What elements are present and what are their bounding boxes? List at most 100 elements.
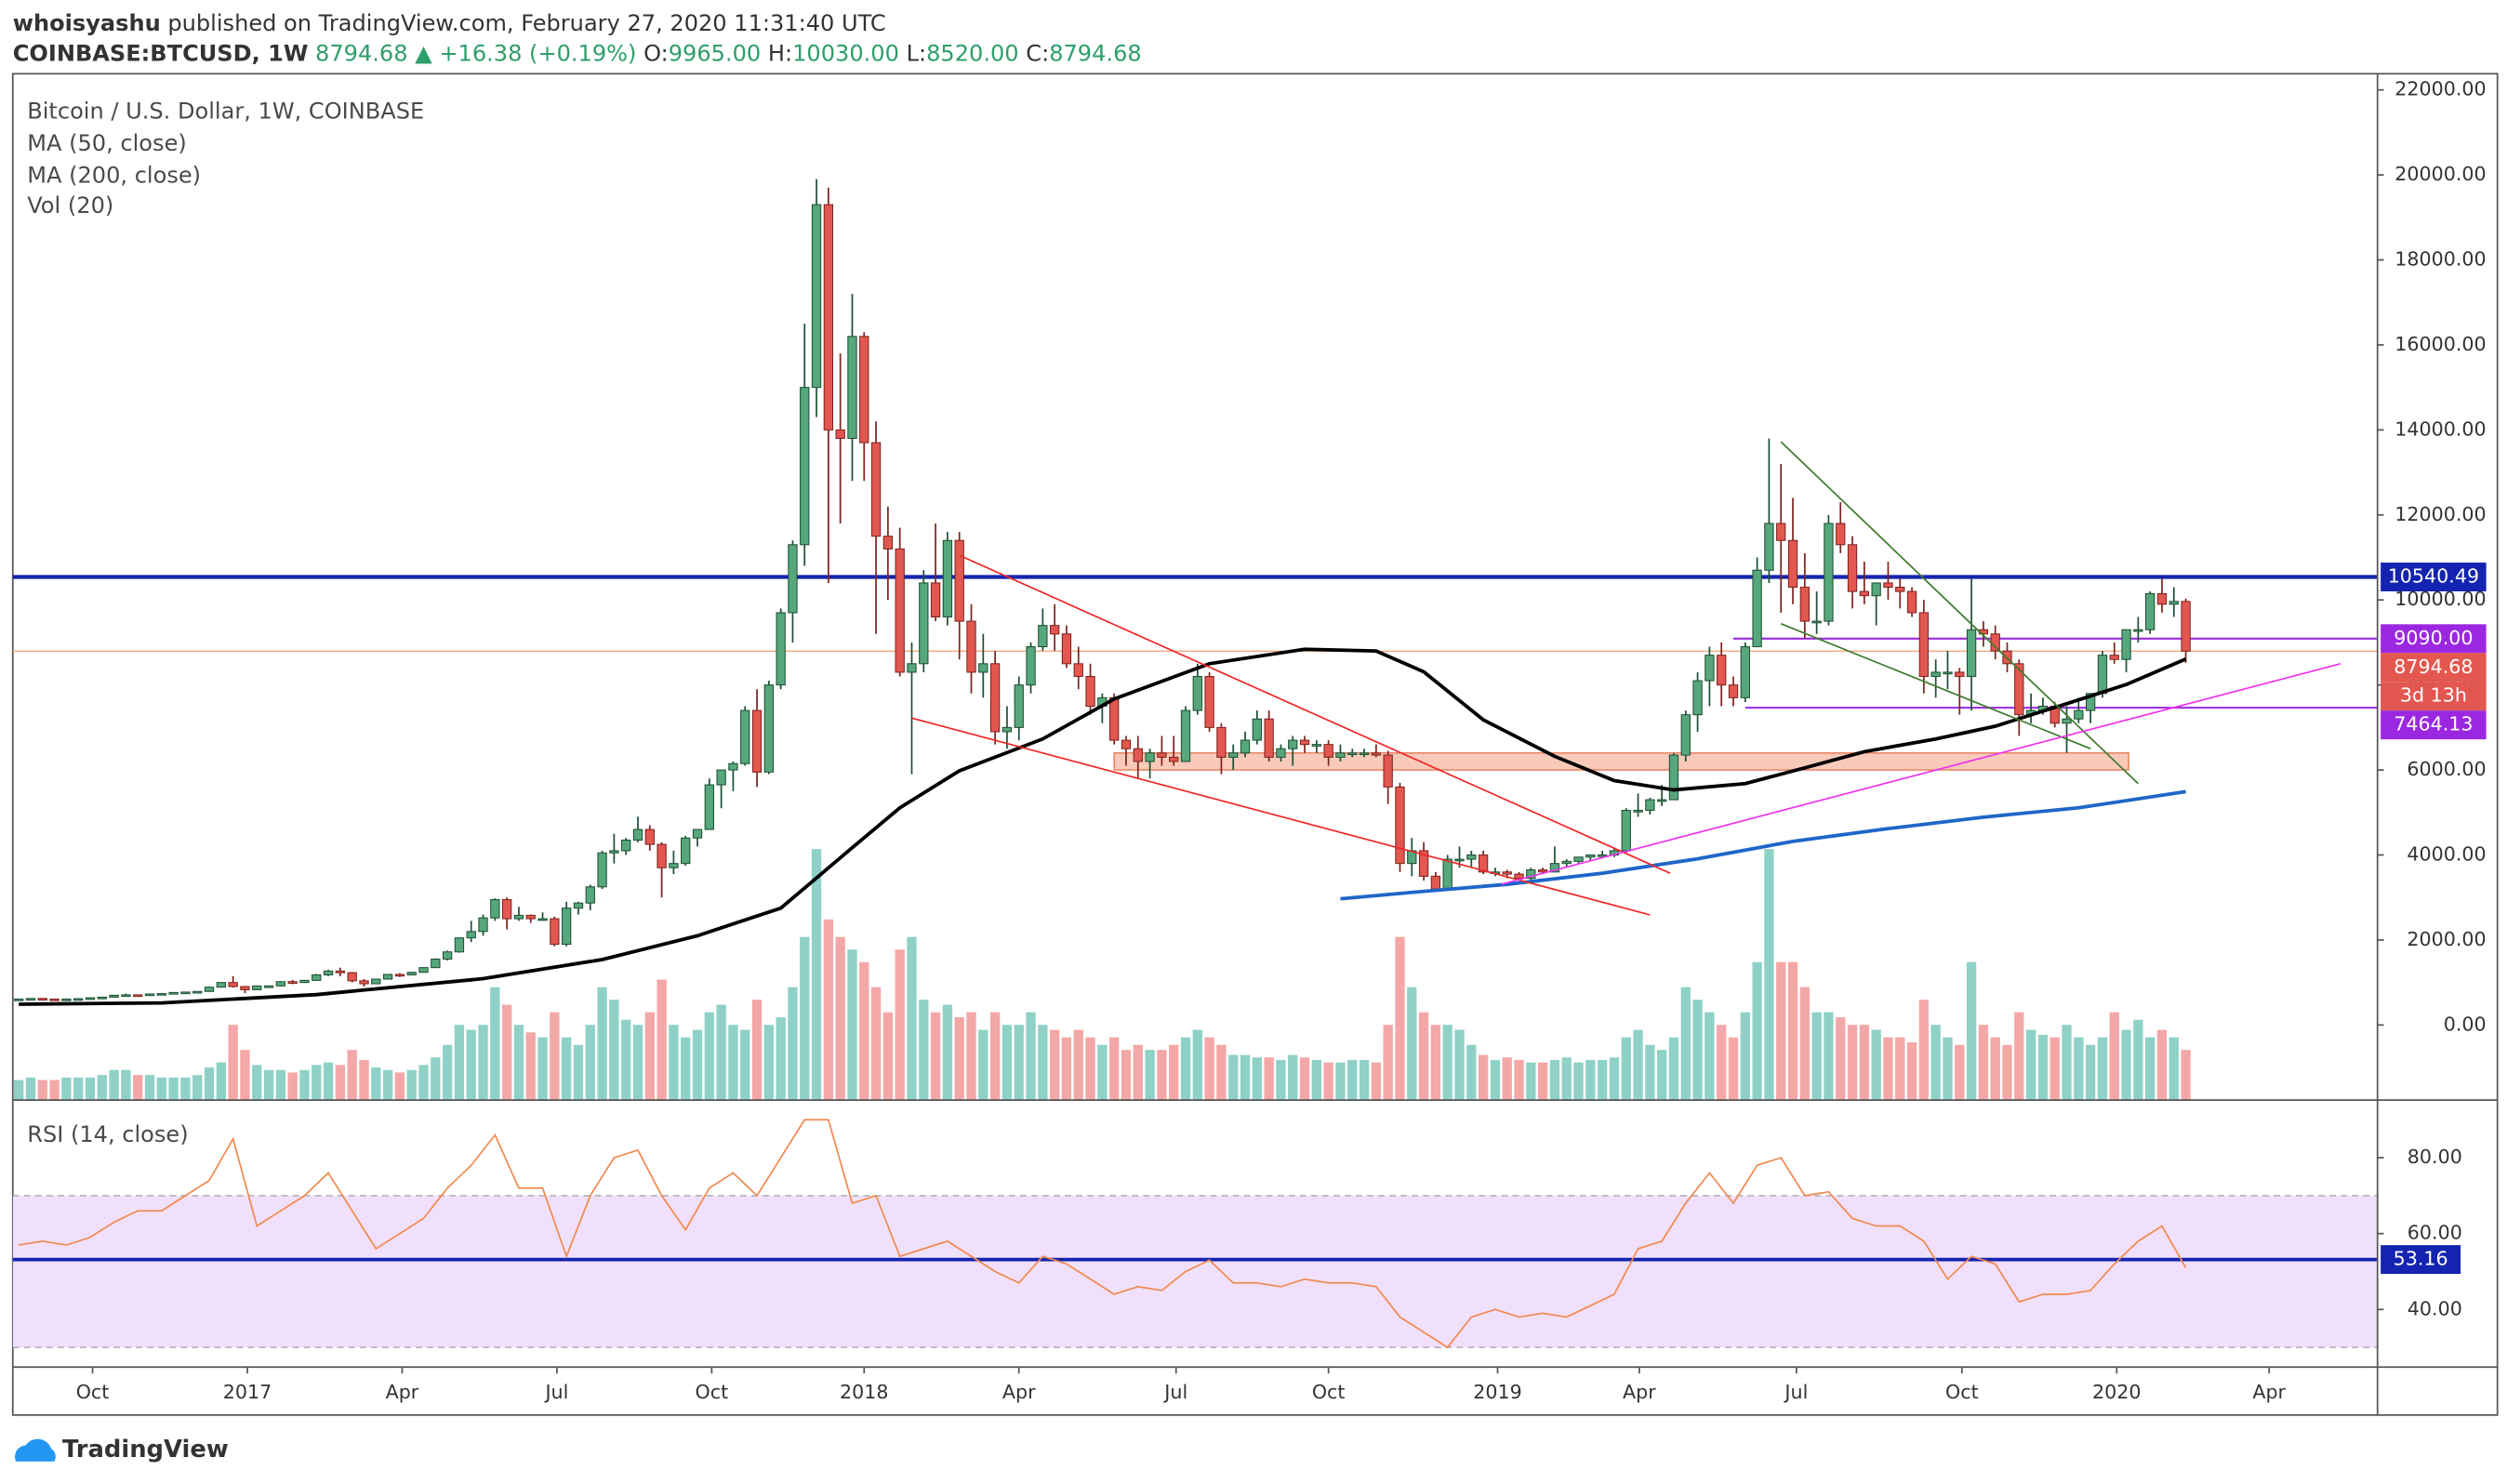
volume-bar bbox=[1799, 987, 1810, 1101]
candle-body bbox=[490, 898, 500, 919]
candle-body bbox=[1145, 752, 1155, 762]
candle-body bbox=[1180, 709, 1191, 762]
candle-body bbox=[1549, 863, 1560, 873]
candle-body bbox=[1288, 739, 1298, 749]
volume-bar bbox=[2156, 1029, 2168, 1101]
candle-body bbox=[1895, 587, 1905, 592]
legend-entry: MA (200, close) bbox=[27, 162, 201, 188]
candle-body bbox=[501, 898, 512, 920]
volume-bar bbox=[776, 1017, 786, 1101]
volume-bar bbox=[1252, 1057, 1262, 1101]
candle-body bbox=[1764, 523, 1774, 571]
candle-body bbox=[1776, 523, 1786, 541]
volume-bar bbox=[811, 849, 822, 1101]
candle-body bbox=[989, 663, 1001, 733]
y-tick-label: 12000.00 bbox=[2394, 503, 2486, 525]
candle-body bbox=[299, 979, 310, 984]
volume-bar bbox=[728, 1025, 738, 1101]
candle-body bbox=[2074, 709, 2084, 720]
volume-bar bbox=[2074, 1037, 2084, 1101]
candle-body bbox=[1061, 633, 1072, 665]
volume-bar bbox=[2037, 1034, 2049, 1101]
candle-body bbox=[1657, 799, 1667, 802]
candle-body bbox=[704, 784, 714, 830]
volume-bar bbox=[882, 1012, 894, 1101]
y-tick-label: 20000.00 bbox=[2394, 163, 2486, 185]
volume-bar bbox=[1121, 1050, 1132, 1101]
candle-body bbox=[335, 970, 346, 974]
volume-bar bbox=[85, 1077, 96, 1101]
volume-bar bbox=[800, 936, 810, 1101]
candle-body bbox=[1085, 675, 1095, 708]
candle-body bbox=[1430, 875, 1441, 890]
volume-bar bbox=[550, 1012, 560, 1101]
candle-body bbox=[1787, 539, 1798, 589]
candle-body bbox=[1680, 714, 1691, 756]
volume-bar bbox=[1824, 1012, 1834, 1101]
candle-body bbox=[240, 986, 250, 990]
volume-bar bbox=[2133, 1019, 2143, 1101]
volume-bar bbox=[1764, 849, 1774, 1101]
candle-body bbox=[394, 974, 405, 977]
volume-bar bbox=[323, 1062, 334, 1101]
candle-body bbox=[942, 539, 953, 618]
candle-body bbox=[1930, 671, 1941, 678]
legend-entry: Vol (20) bbox=[27, 192, 113, 219]
candle-body bbox=[1311, 744, 1322, 747]
ohlc-label: L: bbox=[907, 41, 927, 67]
volume-bar bbox=[180, 1077, 191, 1101]
candle-body bbox=[1752, 569, 1762, 648]
candle-body bbox=[585, 886, 595, 904]
candle-body bbox=[1561, 860, 1572, 865]
trend-line bbox=[1780, 623, 2091, 750]
candle-body bbox=[1704, 655, 1715, 682]
rsi-line bbox=[19, 1119, 2187, 1349]
volume-bar bbox=[989, 1012, 1001, 1101]
volume-bar bbox=[382, 1069, 393, 1101]
trend-line bbox=[1501, 662, 2341, 885]
volume-bar bbox=[1001, 1025, 1013, 1101]
candle-body bbox=[97, 996, 107, 1000]
rsi-tick-label: 60.00 bbox=[2408, 1222, 2462, 1244]
volume-bar bbox=[1633, 1029, 1643, 1101]
candle-body bbox=[859, 336, 869, 444]
volume-bar bbox=[1276, 1059, 1286, 1101]
volume-bar bbox=[347, 1050, 357, 1101]
volume-bar bbox=[394, 1072, 405, 1101]
volume-bar bbox=[1061, 1037, 1072, 1101]
volume-bar bbox=[823, 919, 834, 1101]
candle-body bbox=[966, 620, 976, 673]
candle-body bbox=[287, 981, 298, 984]
candle-body bbox=[525, 914, 536, 920]
candle-body bbox=[85, 997, 96, 1000]
candle-body bbox=[562, 908, 572, 946]
volume-bar bbox=[1609, 1057, 1620, 1101]
candle-body bbox=[1299, 739, 1310, 746]
candle-body bbox=[1918, 612, 1930, 678]
volume-bar bbox=[2097, 1037, 2108, 1101]
volume-bar bbox=[431, 1057, 441, 1101]
volume-bar bbox=[228, 1025, 238, 1101]
logo-icon bbox=[15, 1438, 56, 1462]
symbol: COINBASE:BTCUSD, 1W bbox=[13, 41, 309, 67]
candle-body bbox=[61, 998, 72, 1001]
candle-body bbox=[513, 914, 524, 920]
volume-bar bbox=[1680, 987, 1691, 1101]
volume-bar bbox=[133, 1075, 143, 1101]
countdown-label: 3d 13h bbox=[2400, 684, 2467, 707]
x-tick-label: Apr bbox=[1623, 1381, 1656, 1403]
trend-line bbox=[1780, 441, 2139, 785]
candle-body bbox=[1276, 748, 1286, 758]
volume-bar bbox=[466, 1029, 476, 1101]
candle-body bbox=[359, 980, 369, 985]
ohlc-value: 10030.00 bbox=[792, 41, 899, 67]
x-tick-label: Oct bbox=[76, 1381, 110, 1403]
candle-body bbox=[1264, 718, 1274, 758]
volume-bar bbox=[168, 1077, 179, 1101]
volume-bar bbox=[525, 1032, 536, 1101]
volume-bar bbox=[2062, 1025, 2072, 1101]
x-tick-label: 2019 bbox=[1473, 1381, 1522, 1403]
candle-body bbox=[37, 998, 47, 1001]
candle-body bbox=[323, 970, 334, 975]
